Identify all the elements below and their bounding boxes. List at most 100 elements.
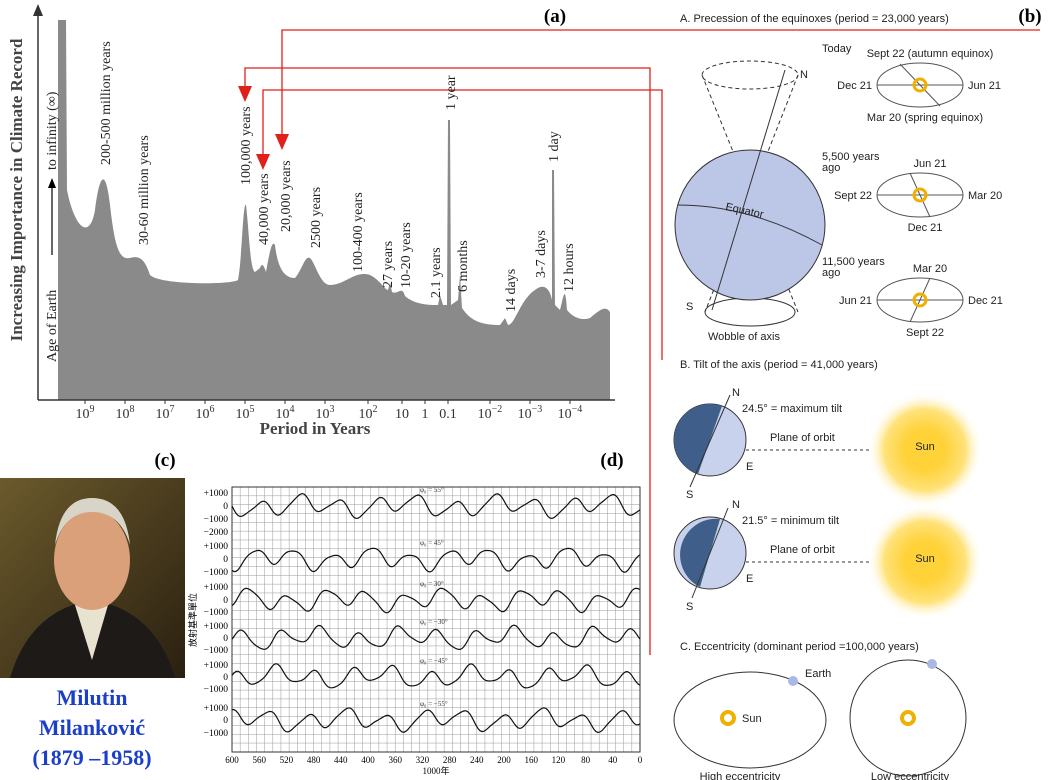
tick-base: 10 <box>156 407 170 422</box>
x-tick-label: 109 <box>76 404 95 422</box>
plane-label: Plane of orbit <box>770 432 835 444</box>
tick-base: 10 <box>76 407 90 422</box>
tick-exponent: 5 <box>250 404 255 415</box>
tick-base: 10 <box>558 407 572 422</box>
tilt-drawing <box>674 392 983 620</box>
infinity-label: to infinity (∞) <box>45 91 60 170</box>
tick-base: 10 <box>359 407 373 422</box>
x-tick-label: 120 <box>552 755 566 765</box>
arrow-head <box>256 154 270 170</box>
pole-label: S <box>686 489 693 501</box>
age-label: Age of Earth <box>45 290 60 362</box>
peak-label: 10-20 years <box>399 222 414 288</box>
y-tick-label: 0 <box>223 634 228 644</box>
x-tick-label: 10−2 <box>478 404 503 422</box>
x-tick-label: 440 <box>334 755 348 765</box>
y-tick-label: 0 <box>223 716 228 726</box>
orbit <box>850 660 966 776</box>
orbit-caption: Today <box>822 43 852 55</box>
x-tick-label: 400 <box>361 755 375 765</box>
tick-base: 10 <box>316 407 330 422</box>
pole-label: S <box>686 301 693 313</box>
tick-base: 10 <box>236 407 250 422</box>
section-heading: B. Tilt of the axis (period = 41,000 yea… <box>680 359 878 371</box>
tick-exponent: 8 <box>130 404 135 415</box>
x-tick-label: 160 <box>524 755 538 765</box>
trace-label: φ₀ = 45° <box>420 539 444 547</box>
x-tick-label: 320 <box>416 755 430 765</box>
y-tick-label: 0 <box>223 502 228 512</box>
sun-label: Sun <box>742 713 762 725</box>
precession-drawing <box>675 61 825 326</box>
season-label: Mar 20 (spring equinox) <box>867 112 983 124</box>
pole-label: S <box>686 601 693 613</box>
y-tick-label: +1000 <box>204 489 229 499</box>
portrait <box>0 478 185 678</box>
tick-exponent: 9 <box>90 404 95 415</box>
x-axis-title: 1000年 <box>422 765 449 776</box>
face <box>54 510 130 610</box>
y-tick-label: −1000 <box>204 646 229 656</box>
panel-label: (a) <box>544 6 566 27</box>
x-tick-label: 107 <box>156 404 175 422</box>
y-tick-label: +1000 <box>204 583 229 593</box>
arrow-head <box>238 86 252 102</box>
x-tick-label: 105 <box>236 404 255 422</box>
y-tick-label: −1000 <box>204 729 229 739</box>
y-tick-label: −1000 <box>204 515 229 525</box>
name-line: Milutin <box>57 685 128 710</box>
orbit-caption: ago <box>822 267 840 279</box>
x-tick-label: 108 <box>116 404 135 422</box>
season-label: Jun 21 <box>839 295 872 307</box>
tick-base: 10 <box>478 407 492 422</box>
peak-label: 3-7 days <box>534 230 549 278</box>
earth-dot <box>927 659 937 669</box>
plane-label: Plane of orbit <box>770 544 835 556</box>
peak-label: 12 hours <box>562 243 577 292</box>
pole-label: N <box>800 69 808 81</box>
x-tick-label: 0.1 <box>439 407 457 422</box>
trace-label: φ₀ = 30° <box>420 580 444 588</box>
y-tick-label: +1000 <box>204 542 229 552</box>
section-heading: C. Eccentricity (dominant period =100,00… <box>680 641 919 653</box>
season-label: Dec 21 <box>968 295 1003 307</box>
x-tick-label: 600 <box>225 755 239 765</box>
season-label: Mar 20 <box>968 190 1002 202</box>
name-line: Milanković <box>39 715 146 740</box>
x-tick-label: 106 <box>196 404 215 422</box>
globe <box>675 150 825 300</box>
trace-label: φ₀ = −45° <box>420 657 448 665</box>
east-label: E <box>746 461 753 473</box>
orbit-diagrams <box>877 63 963 322</box>
y-tick-label: −1000 <box>204 685 229 695</box>
peak-label: 1 year <box>444 75 459 110</box>
sun-label: Sun <box>915 441 935 453</box>
arrow-head <box>275 134 289 150</box>
x-tick-label: 1 <box>422 407 429 422</box>
y-axis-title: Increasing Importance in Climate Record <box>7 38 26 341</box>
x-tick-label: 480 <box>307 755 321 765</box>
panel-label: (d) <box>600 450 623 471</box>
tick-exponent: −3 <box>532 404 543 415</box>
peak-label: 100,000 years <box>239 106 254 185</box>
peak-label: 6 months <box>456 240 471 292</box>
tilt-label: 21.5° = minimum tilt <box>742 515 839 527</box>
tick-base: 10 <box>276 407 290 422</box>
season-label: Sept 22 <box>906 327 944 339</box>
y-tick-label: 0 <box>223 555 228 565</box>
peak-label: 2.1 years <box>429 247 444 298</box>
orbit-caption: Low eccentricity <box>871 771 950 780</box>
age-arrow-head <box>48 178 56 188</box>
x-tick-label: 10−3 <box>518 404 543 422</box>
sun-dot <box>722 712 734 724</box>
x-tick-label: 200 <box>497 755 511 765</box>
x-tick-label: 280 <box>443 755 457 765</box>
tick-base: 10 <box>518 407 532 422</box>
tick-exponent: 2 <box>373 404 378 415</box>
y-tick-label: −1000 <box>204 608 229 618</box>
y-tick-label: −1000 <box>204 568 229 578</box>
peak-label: 2500 years <box>309 187 324 248</box>
x-tick-label: 560 <box>252 755 266 765</box>
season-label: Dec 21 <box>908 222 943 234</box>
wobble-label: Wobble of axis <box>708 331 780 343</box>
